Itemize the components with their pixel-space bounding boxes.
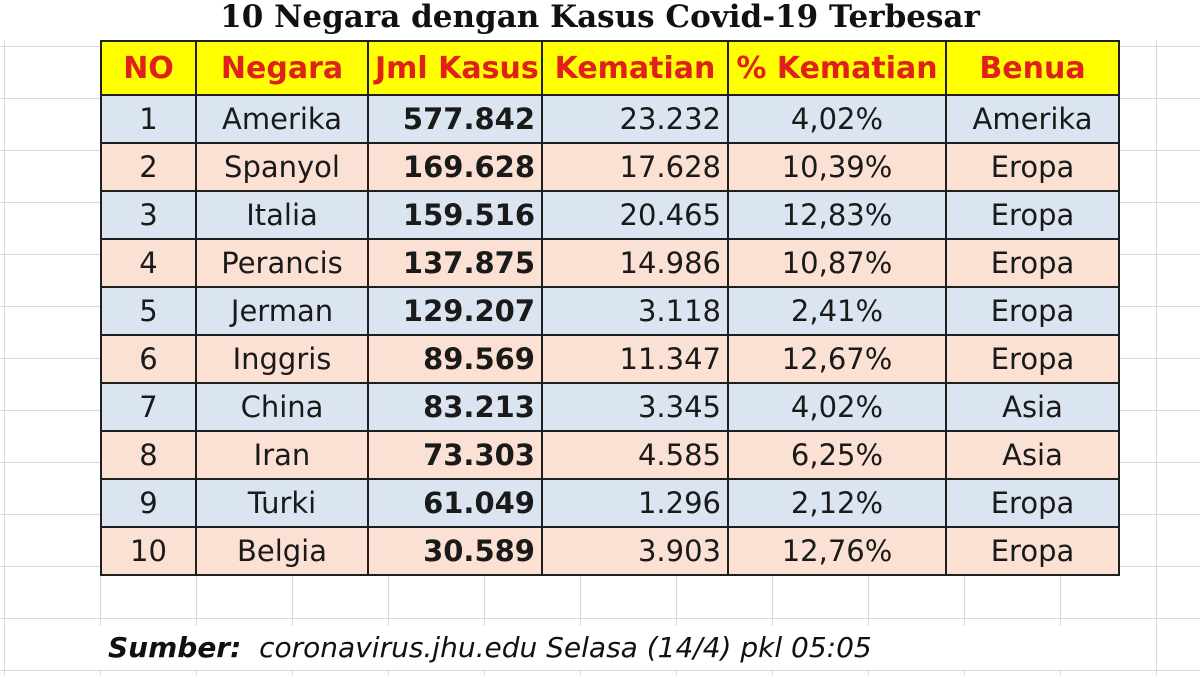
cell-kematian: 4.585: [541, 430, 729, 480]
cell-no: 4: [100, 238, 197, 288]
cell-negara: Italia: [195, 190, 369, 240]
cell-kematian: 11.347: [541, 334, 729, 384]
covid-table: NO Negara Jml Kasus Kematian % Kematian …: [100, 40, 1120, 576]
cell-benua: Eropa: [945, 238, 1120, 288]
table-row: 5 Jerman 129.207 3.118 2,41% Eropa: [100, 286, 1120, 336]
cell-persen-kematian: 2,41%: [727, 286, 947, 336]
table-header-row: NO Negara Jml Kasus Kematian % Kematian …: [100, 40, 1120, 96]
cell-kematian: 20.465: [541, 190, 729, 240]
cell-kematian: 14.986: [541, 238, 729, 288]
cell-no: 6: [100, 334, 197, 384]
cell-negara: Spanyol: [195, 142, 369, 192]
header-kematian: Kematian: [541, 40, 729, 96]
cell-kematian: 23.232: [541, 94, 729, 144]
cell-jml-kasus: 129.207: [367, 286, 543, 336]
cell-kematian: 3.903: [541, 526, 729, 576]
page-title: 10 Negara dengan Kasus Covid-19 Terbesar: [0, 0, 1200, 40]
table-container: NO Negara Jml Kasus Kematian % Kematian …: [100, 40, 1120, 576]
cell-no: 10: [100, 526, 197, 576]
cell-negara: Perancis: [195, 238, 369, 288]
table-row: 6 Inggris 89.569 11.347 12,67% Eropa: [100, 334, 1120, 384]
cell-benua: Eropa: [945, 478, 1120, 528]
header-benua: Benua: [945, 40, 1120, 96]
header-persen-kematian: % Kematian: [727, 40, 947, 96]
source-label: Sumber:: [108, 631, 242, 664]
cell-persen-kematian: 6,25%: [727, 430, 947, 480]
header-no: NO: [100, 40, 197, 96]
header-jml-kasus: Jml Kasus: [367, 40, 543, 96]
table-row: 7 China 83.213 3.345 4,02% Asia: [100, 382, 1120, 432]
source-text: coronavirus.jhu.edu Selasa (14/4) pkl 05…: [259, 631, 872, 664]
cell-benua: Eropa: [945, 334, 1120, 384]
cell-no: 7: [100, 382, 197, 432]
cell-benua: Amerika: [945, 94, 1120, 144]
cell-benua: Eropa: [945, 142, 1120, 192]
cell-persen-kematian: 10,39%: [727, 142, 947, 192]
cell-kematian: 3.345: [541, 382, 729, 432]
cell-persen-kematian: 10,87%: [727, 238, 947, 288]
cell-negara: China: [195, 382, 369, 432]
cell-negara: Turki: [195, 478, 369, 528]
cell-benua: Eropa: [945, 190, 1120, 240]
header-negara: Negara: [195, 40, 369, 96]
cell-persen-kematian: 4,02%: [727, 94, 947, 144]
cell-persen-kematian: 12,83%: [727, 190, 947, 240]
cell-no: 1: [100, 94, 197, 144]
cell-jml-kasus: 169.628: [367, 142, 543, 192]
cell-negara: Belgia: [195, 526, 369, 576]
cell-benua: Eropa: [945, 526, 1120, 576]
cell-jml-kasus: 73.303: [367, 430, 543, 480]
cell-kematian: 17.628: [541, 142, 729, 192]
cell-jml-kasus: 30.589: [367, 526, 543, 576]
table-row: 2 Spanyol 169.628 17.628 10,39% Eropa: [100, 142, 1120, 192]
cell-jml-kasus: 89.569: [367, 334, 543, 384]
cell-no: 3: [100, 190, 197, 240]
cell-negara: Inggris: [195, 334, 369, 384]
cell-persen-kematian: 4,02%: [727, 382, 947, 432]
cell-persen-kematian: 12,67%: [727, 334, 947, 384]
cell-jml-kasus: 159.516: [367, 190, 543, 240]
table-row: 1 Amerika 577.842 23.232 4,02% Amerika: [100, 94, 1120, 144]
cell-no: 5: [100, 286, 197, 336]
table-row: 3 Italia 159.516 20.465 12,83% Eropa: [100, 190, 1120, 240]
cell-benua: Asia: [945, 430, 1120, 480]
cell-persen-kematian: 12,76%: [727, 526, 947, 576]
table-row: 9 Turki 61.049 1.296 2,12% Eropa: [100, 478, 1120, 528]
cell-jml-kasus: 137.875: [367, 238, 543, 288]
cell-persen-kematian: 2,12%: [727, 478, 947, 528]
table-row: 8 Iran 73.303 4.585 6,25% Asia: [100, 430, 1120, 480]
cell-kematian: 3.118: [541, 286, 729, 336]
cell-benua: Eropa: [945, 286, 1120, 336]
cell-no: 9: [100, 478, 197, 528]
cell-jml-kasus: 577.842: [367, 94, 543, 144]
table-row: 4 Perancis 137.875 14.986 10,87% Eropa: [100, 238, 1120, 288]
cell-negara: Amerika: [195, 94, 369, 144]
source-note: Sumber: coronavirus.jhu.edu Selasa (14/4…: [100, 626, 1120, 670]
cell-negara: Jerman: [195, 286, 369, 336]
cell-no: 8: [100, 430, 197, 480]
table-row: 10 Belgia 30.589 3.903 12,76% Eropa: [100, 526, 1120, 576]
cell-jml-kasus: 83.213: [367, 382, 543, 432]
cell-no: 2: [100, 142, 197, 192]
cell-benua: Asia: [945, 382, 1120, 432]
cell-kematian: 1.296: [541, 478, 729, 528]
cell-negara: Iran: [195, 430, 369, 480]
cell-jml-kasus: 61.049: [367, 478, 543, 528]
